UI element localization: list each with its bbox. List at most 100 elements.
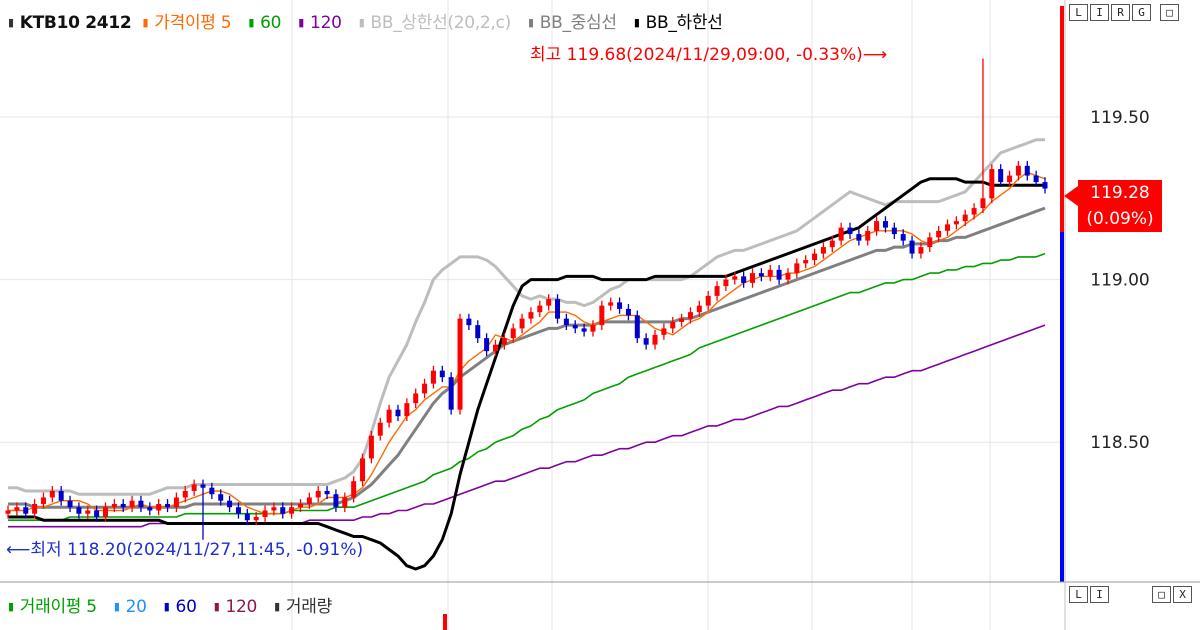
panel-button-g[interactable]: G — [1132, 4, 1151, 21]
plot-area — [0, 0, 1062, 582]
candle — [696, 300, 702, 318]
candle — [705, 291, 711, 311]
candle — [679, 313, 685, 327]
candle-body — [767, 269, 773, 277]
volume-restore-icon[interactable]: □ — [1152, 586, 1171, 603]
candle-body — [501, 338, 507, 345]
candle-body — [758, 273, 764, 277]
candle — [430, 365, 436, 389]
candle-body — [980, 198, 986, 209]
current-price-value: 119.28 — [1090, 183, 1150, 203]
candle — [625, 304, 631, 321]
candle-body — [120, 503, 126, 508]
legend-bb-mid: ▮ BB_중심선 — [528, 13, 617, 33]
candle-body — [519, 318, 525, 329]
candle — [262, 505, 268, 522]
candle — [661, 323, 667, 340]
candle — [165, 499, 171, 513]
candle — [253, 512, 259, 526]
legend-marker-icon: ▮ — [358, 16, 365, 29]
bb-upper-line — [8, 138, 1045, 496]
candle — [794, 258, 800, 278]
candle — [927, 232, 933, 252]
candle-body — [661, 328, 667, 335]
candle — [874, 216, 880, 236]
volume-window-buttons: □ X — [1152, 586, 1192, 603]
candle-body — [244, 513, 250, 521]
candle-body — [546, 299, 552, 306]
restore-icon[interactable]: □ — [1160, 4, 1179, 21]
candle — [1033, 170, 1039, 187]
candle-body — [227, 500, 233, 508]
legend-marker-icon: ▮ — [633, 16, 640, 29]
candle-body — [40, 497, 46, 504]
candle — [714, 281, 720, 301]
candle — [599, 300, 605, 331]
candle-body — [200, 484, 206, 488]
candle — [377, 417, 383, 441]
candle-body — [271, 507, 277, 511]
candle-body — [182, 490, 188, 498]
candle-body — [395, 409, 401, 417]
panel-button-l[interactable]: L — [1069, 4, 1088, 21]
candle — [76, 502, 82, 519]
candle — [829, 235, 835, 252]
candle — [945, 219, 951, 236]
candle — [608, 297, 614, 311]
candle-body — [696, 305, 702, 313]
candle-body — [555, 299, 561, 319]
candle — [94, 505, 100, 522]
y-tick-label: 119.50 — [1090, 108, 1149, 128]
candle-body — [218, 494, 224, 501]
candle — [58, 486, 64, 506]
current-price-badge: 119.28 (0.09%) — [1078, 180, 1162, 232]
candle-body — [368, 435, 374, 459]
candle-body — [430, 370, 436, 384]
candle-body — [741, 276, 747, 283]
candle-body — [111, 503, 117, 508]
low-annotation: ⟵최저 118.20(2024/11/27,11:45, -0.91%) — [6, 540, 363, 560]
candle — [492, 339, 498, 357]
candle — [652, 330, 658, 350]
panel-button-i[interactable]: I — [1090, 4, 1109, 21]
y-axis-labels: 119.50 119.00 118.50 — [1090, 108, 1149, 453]
candle — [776, 264, 782, 285]
candle — [368, 430, 374, 464]
volume-close-icon[interactable]: X — [1173, 586, 1192, 603]
candle-body — [670, 321, 676, 329]
candle — [936, 225, 942, 243]
candle — [750, 268, 756, 288]
candle — [971, 203, 977, 220]
candle-body — [705, 295, 711, 306]
candle — [5, 505, 11, 519]
vlegend-ma20: ▮ 20 — [113, 597, 147, 617]
candle — [173, 492, 179, 513]
candle-body — [625, 308, 631, 316]
candle-body — [360, 458, 366, 482]
candle-body — [953, 221, 959, 225]
candle-body — [971, 208, 977, 215]
candle — [209, 482, 215, 500]
panel-button-r[interactable]: R — [1111, 4, 1130, 21]
candle-body — [209, 487, 215, 495]
candle — [758, 268, 764, 282]
candle-body — [838, 227, 844, 241]
volume-button-l[interactable]: L — [1069, 586, 1088, 603]
candle-body — [590, 325, 596, 332]
candle-body — [129, 500, 135, 508]
candle-body — [58, 490, 64, 501]
candle-body — [466, 318, 472, 326]
candle-body — [900, 234, 906, 241]
candle — [342, 492, 348, 513]
candle — [687, 307, 693, 324]
volume-button-i[interactable]: I — [1090, 586, 1109, 603]
candle-body — [750, 273, 756, 283]
candle-body — [608, 302, 614, 306]
candle-body — [253, 516, 259, 521]
legend-ma60: ▮ 60 — [248, 13, 282, 33]
candle-body — [927, 237, 933, 248]
candle — [395, 404, 401, 422]
candle-body — [138, 500, 144, 508]
candle — [1024, 160, 1030, 181]
candle — [909, 235, 915, 259]
